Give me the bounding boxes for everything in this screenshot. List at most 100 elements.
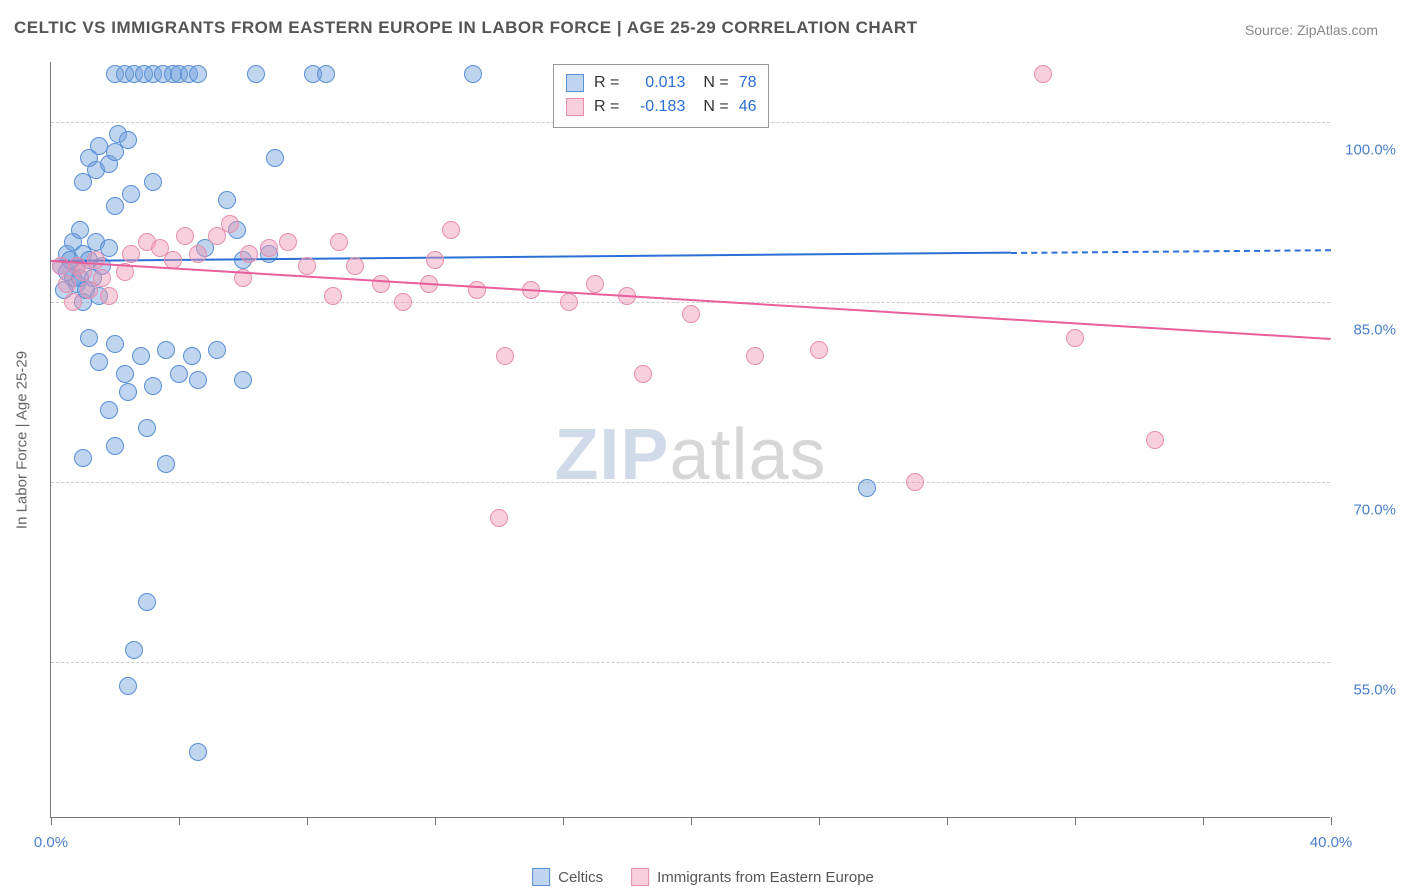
scatter-point-celtics (144, 377, 162, 395)
scatter-point-immigrants (682, 305, 700, 323)
legend-swatch (631, 868, 649, 886)
scatter-point-celtics (157, 455, 175, 473)
legend-label: Immigrants from Eastern Europe (657, 869, 874, 886)
scatter-point-immigrants (64, 293, 82, 311)
scatter-point-immigrants (58, 275, 76, 293)
scatter-point-celtics (106, 335, 124, 353)
scatter-point-celtics (100, 401, 118, 419)
y-tick-label: 55.0% (1353, 682, 1396, 699)
y-tick-label: 70.0% (1353, 502, 1396, 519)
x-tick (563, 817, 564, 825)
source-label: Source: ZipAtlas.com (1245, 22, 1378, 38)
stats-row: R = 0.013 N = 78 (566, 71, 756, 95)
x-tick (307, 817, 308, 825)
scatter-point-celtics (138, 593, 156, 611)
n-value: 78 (739, 71, 757, 95)
scatter-point-immigrants (394, 293, 412, 311)
scatter-point-immigrants (810, 341, 828, 359)
y-tick-label: 100.0% (1345, 142, 1396, 159)
legend-label: Celtics (558, 869, 603, 886)
gridline-h (51, 482, 1330, 483)
r-label: R = (594, 95, 619, 119)
x-tick-label: 0.0% (34, 834, 68, 851)
scatter-point-immigrants (1146, 431, 1164, 449)
scatter-point-celtics (116, 365, 134, 383)
n-value: 46 (739, 95, 757, 119)
gridline-h (51, 662, 1330, 663)
scatter-point-celtics (183, 347, 201, 365)
scatter-point-celtics (157, 341, 175, 359)
r-value: 0.013 (629, 71, 685, 95)
scatter-point-immigrants (260, 239, 278, 257)
y-axis-title: In Labor Force | Age 25-29 (14, 351, 31, 529)
gridline-h (51, 302, 1330, 303)
scatter-point-immigrants (426, 251, 444, 269)
scatter-point-celtics (80, 329, 98, 347)
scatter-point-celtics (247, 65, 265, 83)
n-label: N = (703, 71, 728, 95)
stats-row: R =-0.183N =46 (566, 95, 756, 119)
scatter-point-immigrants (560, 293, 578, 311)
x-tick (947, 817, 948, 825)
scatter-point-immigrants (490, 509, 508, 527)
scatter-point-immigrants (122, 245, 140, 263)
x-tick (1331, 817, 1332, 825)
correlation-chart: CELTIC VS IMMIGRANTS FROM EASTERN EUROPE… (0, 0, 1406, 892)
scatter-point-immigrants (906, 473, 924, 491)
scatter-point-immigrants (496, 347, 514, 365)
scatter-point-celtics (74, 449, 92, 467)
scatter-point-celtics (189, 743, 207, 761)
scatter-point-immigrants (100, 287, 118, 305)
chart-title: CELTIC VS IMMIGRANTS FROM EASTERN EUROPE… (14, 18, 918, 38)
scatter-point-celtics (106, 197, 124, 215)
scatter-point-immigrants (746, 347, 764, 365)
scatter-point-celtics (234, 371, 252, 389)
scatter-point-celtics (170, 365, 188, 383)
y-tick-label: 85.0% (1353, 322, 1396, 339)
scatter-point-celtics (218, 191, 236, 209)
scatter-point-immigrants (1066, 329, 1084, 347)
plot-area: ZIPatlas 55.0%70.0%85.0%100.0%0.0%40.0% (50, 62, 1330, 818)
scatter-point-celtics (317, 65, 335, 83)
scatter-point-immigrants (1034, 65, 1052, 83)
scatter-point-immigrants (189, 245, 207, 263)
scatter-point-celtics (119, 131, 137, 149)
scatter-point-immigrants (87, 251, 105, 269)
scatter-point-celtics (189, 371, 207, 389)
scatter-point-immigrants (442, 221, 460, 239)
scatter-point-immigrants (221, 215, 239, 233)
n-label: N = (703, 95, 728, 119)
scatter-point-celtics (132, 347, 150, 365)
scatter-point-immigrants (324, 287, 342, 305)
scatter-point-celtics (858, 479, 876, 497)
scatter-point-celtics (90, 353, 108, 371)
x-tick-label: 40.0% (1310, 834, 1353, 851)
scatter-point-celtics (125, 641, 143, 659)
scatter-point-immigrants (586, 275, 604, 293)
trend-line-immigrants (51, 260, 1331, 340)
scatter-point-celtics (106, 437, 124, 455)
stats-legend-box: R =0.013N =78R =-0.183N =46 (553, 64, 769, 128)
x-tick (51, 817, 52, 825)
scatter-point-immigrants (346, 257, 364, 275)
x-tick (1075, 817, 1076, 825)
scatter-point-celtics (266, 149, 284, 167)
trend-line-celtics-ext (1011, 249, 1331, 254)
x-tick (819, 817, 820, 825)
scatter-point-celtics (119, 677, 137, 695)
legend-swatch (566, 98, 584, 116)
scatter-point-celtics (122, 185, 140, 203)
scatter-point-immigrants (298, 257, 316, 275)
scatter-point-celtics (464, 65, 482, 83)
x-tick (435, 817, 436, 825)
scatter-point-immigrants (279, 233, 297, 251)
scatter-point-celtics (119, 383, 137, 401)
scatter-point-immigrants (240, 245, 258, 263)
r-label: R = (594, 71, 619, 95)
scatter-point-celtics (71, 221, 89, 239)
legend-swatch (532, 868, 550, 886)
scatter-point-immigrants (176, 227, 194, 245)
scatter-point-celtics (138, 419, 156, 437)
scatter-point-immigrants (468, 281, 486, 299)
scatter-point-celtics (208, 341, 226, 359)
